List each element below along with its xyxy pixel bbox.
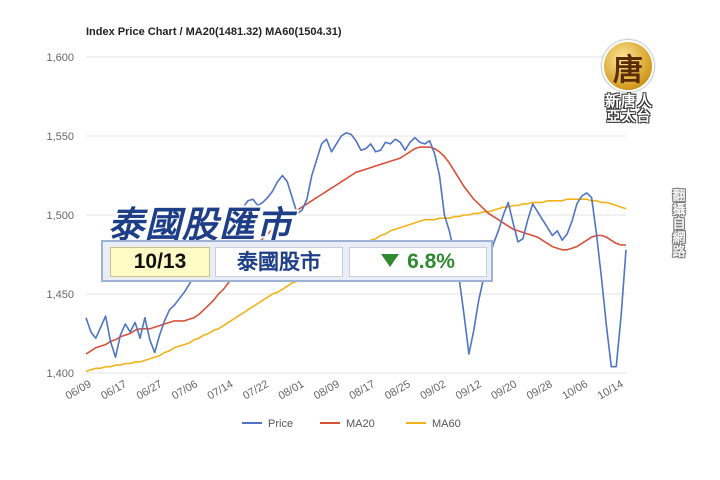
y-tick-label: 1,600 — [46, 52, 74, 64]
down-arrow-icon — [381, 253, 400, 267]
x-tick-label: 06/09 — [64, 378, 94, 402]
source-caption: 翻攝自網路 — [672, 189, 686, 260]
y-axis-ticks: 1,400 1,450 1,500 1,550 1,600 — [46, 52, 74, 380]
legend-label: MA20 — [346, 418, 375, 430]
chart-title: Index Price Chart / MA20(1481.32) MA60(1… — [86, 26, 342, 38]
logo-line2: 亞太台 — [606, 109, 652, 125]
x-tick-label: 08/09 — [312, 378, 342, 402]
y-tick-label: 1,400 — [46, 368, 74, 380]
date-box: 10/13 — [110, 247, 210, 277]
x-tick-label: 09/12 — [454, 378, 484, 402]
x-tick-label: 09/28 — [525, 378, 555, 402]
x-axis-ticks: 06/09 06/17 06/27 07/06 07/14 07/22 08/01 08/09… — [64, 378, 626, 402]
legend-label: MA60 — [432, 418, 461, 430]
legend-label: Price — [268, 418, 293, 430]
x-tick-label: 07/14 — [206, 378, 236, 402]
lower-third-bar: 10/13 泰國股市 6.8% — [101, 240, 493, 282]
x-tick-label: 08/17 — [347, 378, 377, 402]
change-box: 6.8% — [349, 247, 487, 277]
channel-logo: 唐 新唐人 亞太台 — [586, 40, 672, 125]
x-tick-label: 07/06 — [170, 378, 200, 402]
series-line-price — [85, 132, 627, 368]
x-tick-label: 08/01 — [276, 378, 306, 402]
x-tick-label: 06/17 — [99, 378, 129, 402]
x-tick-label: 10/06 — [560, 378, 590, 402]
x-tick-label: 08/25 — [383, 378, 413, 402]
logo-emblem: 唐 — [602, 40, 654, 92]
x-tick-label: 09/20 — [489, 378, 519, 402]
chart-grid — [86, 56, 626, 374]
y-tick-label: 1,450 — [46, 289, 74, 301]
x-tick-label: 06/27 — [135, 378, 165, 402]
x-tick-label: 10/14 — [596, 378, 626, 402]
chart-legend: Price MA20 MA60 — [242, 418, 461, 430]
logo-char: 唐 — [613, 53, 643, 88]
news-headline: 泰國股匯市 — [108, 205, 294, 246]
logo-line1: 新唐人 — [604, 92, 653, 110]
x-tick-label: 09/02 — [418, 378, 448, 402]
series-line-ma20 — [85, 146, 626, 355]
change-value: 6.8% — [407, 250, 455, 273]
y-tick-label: 1,500 — [46, 210, 74, 222]
market-box: 泰國股市 — [215, 247, 343, 277]
y-tick-label: 1,550 — [46, 131, 74, 143]
x-tick-label: 07/22 — [241, 378, 271, 402]
